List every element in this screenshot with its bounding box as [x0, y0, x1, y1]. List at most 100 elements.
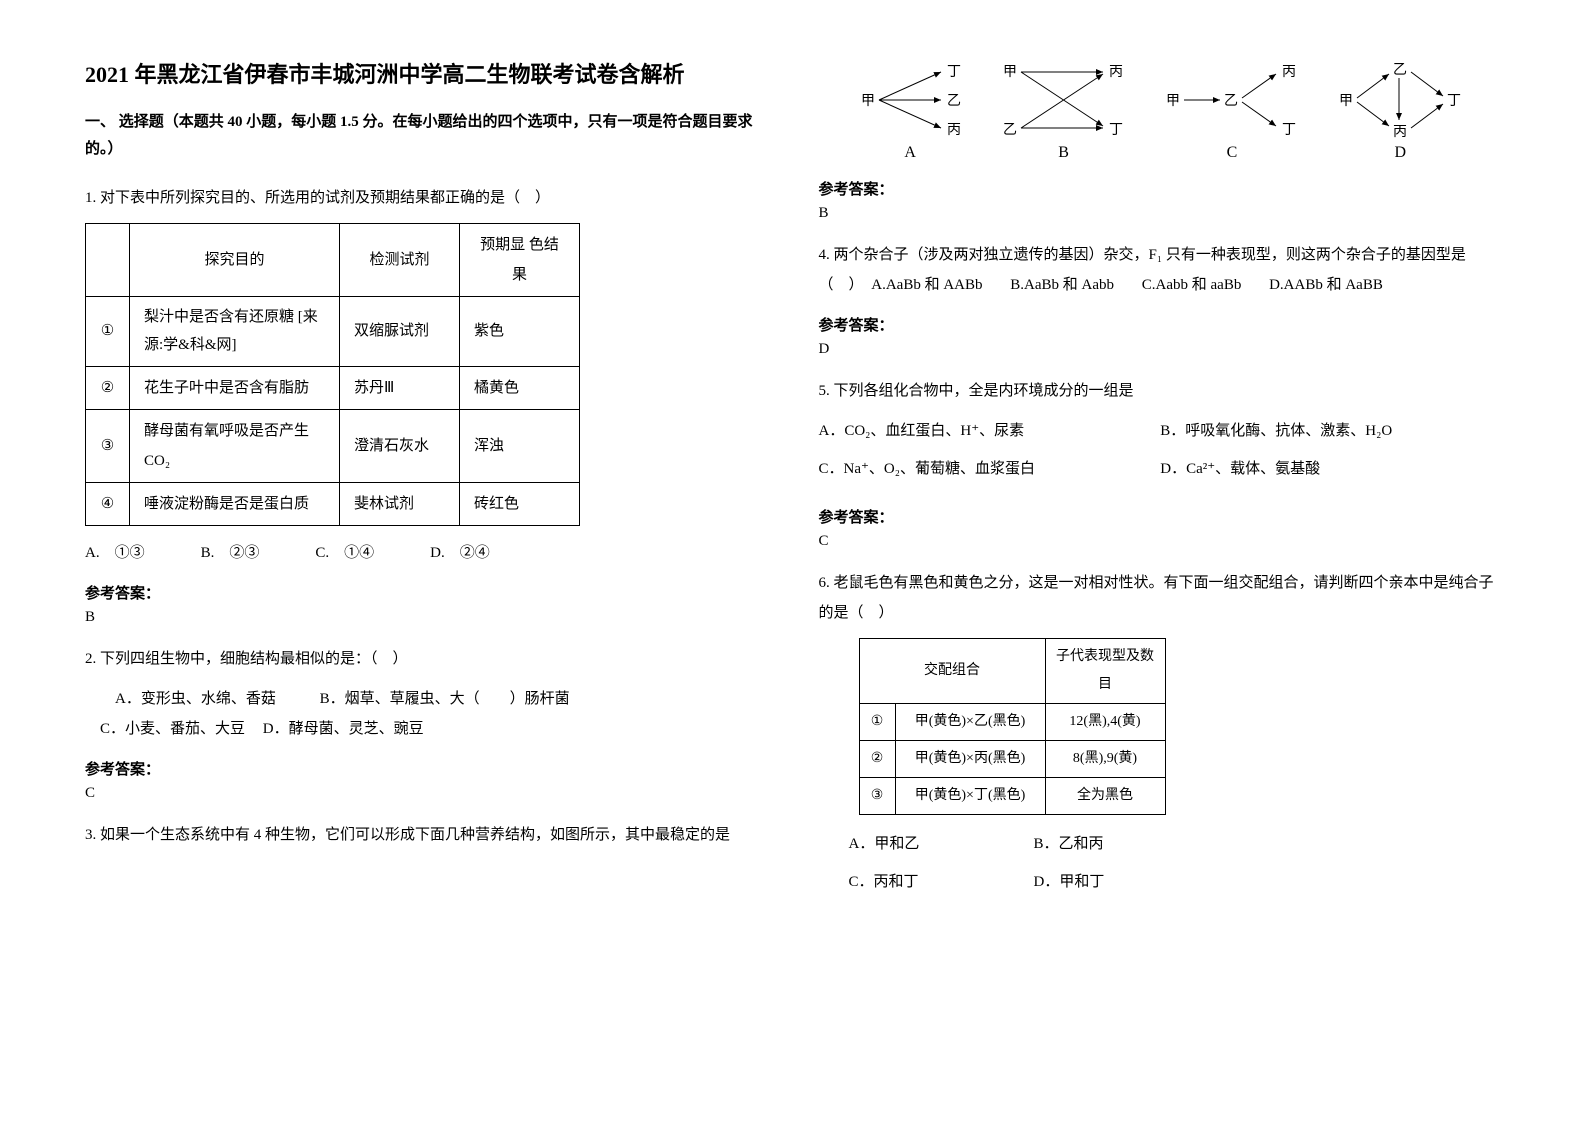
q2-line1: A．变形虫、水绵、香菇 B．烟草、草履虫、大（ ）肠杆菌	[85, 684, 769, 714]
q1-table: 探究目的 检测试剂 预期显 色结果 ① 梨汁中是否含有还原糖 [来源:学&科&网…	[85, 223, 580, 526]
question-4: 4. 两个杂合子（涉及两对独立遗传的基因）杂交，F₁ 只有一种表现型，则这两个杂…	[819, 240, 1503, 300]
label-bing: 丙	[1109, 65, 1123, 80]
q1-r3c2: 斐林试剂	[340, 482, 460, 525]
table-row: ① 梨汁中是否含有还原糖 [来源:学&科&网] 双缩脲试剂 紫色	[86, 296, 580, 366]
label-yi: 乙	[1003, 122, 1017, 138]
question-5: 5. 下列各组化合物中，全是内环境成分的一组是 A．CO₂、血红蛋白、H⁺、尿素…	[819, 376, 1503, 492]
ref-label: 参考答案：	[85, 582, 769, 603]
q4-opt-c: C.Aabb 和 aaBb	[1142, 277, 1242, 293]
q1-opt-d: D. ②④	[430, 538, 490, 568]
q4-answer: D	[819, 341, 1503, 358]
q1-opt-b: B. ②③	[201, 538, 260, 568]
q6-table: 交配组合 子代表现型及数目 ① 甲(黄色)×乙(黑色) 12(黑),4(黄) ②…	[859, 638, 1166, 815]
diagram-a: 甲 丁 乙 丙 A	[855, 60, 965, 162]
q6-r1c1: 甲(黄色)×丙(黑色)	[895, 741, 1045, 778]
left-column: 2021 年黑龙江省伊春市丰城河洲中学高二生物联考试卷含解析 一、 选择题（本题…	[60, 60, 794, 1082]
table-row: ③ 甲(黄色)×丁(黑色) 全为黑色	[859, 778, 1165, 815]
q6-r2c1: 甲(黄色)×丁(黑色)	[895, 778, 1045, 815]
label-yi: 乙	[947, 93, 961, 109]
q6-r0c1: 甲(黄色)×乙(黑色)	[895, 704, 1045, 741]
q6-opt-c: C．丙和丁	[849, 867, 1034, 897]
table-row: ① 甲(黄色)×乙(黑色) 12(黑),4(黄)	[859, 704, 1165, 741]
diagram-d-svg: 甲 乙 丙 丁	[1335, 60, 1465, 140]
table-row: 探究目的 检测试剂 预期显 色结果	[86, 223, 580, 296]
q1-r3c0: ④	[86, 482, 130, 525]
q1-options: A. ①③ B. ②③ C. ①④ D. ②④	[85, 538, 769, 568]
q2-opt-d: D．酵母菌、灵芝、豌豆	[263, 721, 424, 737]
table-row: 交配组合 子代表现型及数目	[859, 639, 1165, 704]
q5-opt-b: B．呼吸氧化酶、抗体、激素、H₂O	[1160, 416, 1502, 446]
q6-r2c2: 全为黑色	[1045, 778, 1165, 815]
label-jia: 甲	[1166, 94, 1180, 109]
q1-r2c0: ③	[86, 409, 130, 482]
q1-h3: 预期显 色结果	[460, 223, 580, 296]
ref-label: 参考答案：	[819, 314, 1503, 335]
q1-h2: 检测试剂	[340, 223, 460, 296]
q1-opt-a: A. ①③	[85, 538, 145, 568]
q1-r0c1: 梨汁中是否含有还原糖 [来源:学&科&网]	[130, 296, 340, 366]
q1-r1c2: 苏丹Ⅲ	[340, 366, 460, 409]
ref-label: 参考答案：	[85, 758, 769, 779]
label-ding: 丁	[1447, 94, 1461, 109]
q2-stem: 2. 下列四组生物中，细胞结构最相似的是：（ ）	[85, 644, 769, 674]
q3-diagrams: 甲 丁 乙 丙 A 甲 乙 丙 丁 B	[839, 60, 1483, 162]
label-yi: 乙	[1393, 62, 1407, 78]
q1-r1c0: ②	[86, 366, 130, 409]
table-row: ③ 酵母菌有氧呼吸是否产生 CO₂ 澄清石灰水 浑浊	[86, 409, 580, 482]
q2-answer: C	[85, 785, 769, 802]
label-jia: 甲	[861, 94, 875, 109]
section-intro: 一、 选择题（本题共 40 小题，每小题 1.5 分。在每小题给出的四个选项中，…	[85, 109, 769, 163]
sublabel-b: B	[1058, 144, 1069, 161]
q5-opt-d: D．Ca²⁺、载体、氨基酸	[1160, 454, 1502, 484]
q1-r3c3: 砖红色	[460, 482, 580, 525]
q5-options: A．CO₂、血红蛋白、H⁺、尿素 B．呼吸氧化酶、抗体、激素、H₂O C．Na⁺…	[819, 416, 1503, 492]
q3-answer: B	[819, 205, 1503, 222]
q1-r0c3: 紫色	[460, 296, 580, 366]
q6-r2c0: ③	[859, 778, 895, 815]
question-3: 3. 如果一个生态系统中有 4 种生物，它们可以形成下面几种营养结构，如图所示，…	[85, 820, 769, 850]
diagram-b-svg: 甲 乙 丙 丁	[999, 60, 1129, 140]
q6-h2: 子代表现型及数目	[1045, 639, 1165, 704]
table-row: ② 甲(黄色)×丙(黑色) 8(黑),9(黄)	[859, 741, 1165, 778]
q1-r0c2: 双缩脲试剂	[340, 296, 460, 366]
q2-opt-c: C．小麦、番茄、大豆	[100, 721, 245, 737]
diagram-d: 甲 乙 丙 丁 D	[1335, 60, 1465, 162]
question-1: 1. 对下表中所列探究目的、所选用的试剂及预期结果都正确的是（ ） 探究目的 检…	[85, 183, 769, 568]
q6-r1c0: ②	[859, 741, 895, 778]
ref-label: 参考答案：	[819, 506, 1503, 527]
q6-stem: 6. 老鼠毛色有黑色和黄色之分，这是一对相对性状。有下面一组交配组合，请判断四个…	[819, 568, 1503, 628]
q6-r0c0: ①	[859, 704, 895, 741]
q6-opt-b: B．乙和丙	[1034, 829, 1219, 859]
label-ding: 丁	[1282, 123, 1296, 138]
q2-line2: C．小麦、番茄、大豆 D．酵母菌、灵芝、豌豆	[85, 714, 769, 744]
q1-r2c1: 酵母菌有氧呼吸是否产生 CO₂	[130, 409, 340, 482]
q2-opt-b: B．烟草、草履虫、大（ ）肠杆菌	[320, 691, 570, 707]
table-row: ② 花生子叶中是否含有脂肪 苏丹Ⅲ 橘黄色	[86, 366, 580, 409]
q4-opt-a: A.AaBb 和 AABb	[871, 277, 982, 293]
q5-opt-a: A．CO₂、血红蛋白、H⁺、尿素	[819, 416, 1161, 446]
q1-r1c1: 花生子叶中是否含有脂肪	[130, 366, 340, 409]
q3-stem: 3. 如果一个生态系统中有 4 种生物，它们可以形成下面几种营养结构，如图所示，…	[85, 820, 769, 850]
q6-opt-a: A．甲和乙	[849, 829, 1034, 859]
page-title: 2021 年黑龙江省伊春市丰城河洲中学高二生物联考试卷含解析	[85, 60, 769, 91]
q1-h1: 探究目的	[130, 223, 340, 296]
q1-answer: B	[85, 609, 769, 626]
q1-opt-c: C. ①④	[315, 538, 374, 568]
q1-r1c3: 橘黄色	[460, 366, 580, 409]
diagram-c: 甲 乙 丙 丁 C	[1162, 60, 1302, 162]
q5-answer: C	[819, 533, 1503, 550]
label-ding: 丁	[1109, 123, 1123, 138]
q4-opt-b: B.AaBb 和 Aabb	[1010, 277, 1114, 293]
q4-opt-d: D.AABb 和 AaBB	[1269, 277, 1383, 293]
question-2: 2. 下列四组生物中，细胞结构最相似的是：（ ） A．变形虫、水绵、香菇 B．烟…	[85, 644, 769, 744]
q1-r3c1: 唾液淀粉酶是否是蛋白质	[130, 482, 340, 525]
label-bing: 丙	[1393, 125, 1407, 140]
diagram-b: 甲 乙 丙 丁 B	[999, 60, 1129, 162]
q1-r2c2: 澄清石灰水	[340, 409, 460, 482]
question-6: 6. 老鼠毛色有黑色和黄色之分，这是一对相对性状。有下面一组交配组合，请判断四个…	[819, 568, 1503, 905]
diagram-a-svg: 甲 丁 乙 丙	[855, 60, 965, 140]
sublabel-c: C	[1227, 144, 1238, 161]
q6-r1c2: 8(黑),9(黄)	[1045, 741, 1165, 778]
q6-r0c2: 12(黑),4(黄)	[1045, 704, 1165, 741]
q1-stem: 1. 对下表中所列探究目的、所选用的试剂及预期结果都正确的是（ ）	[85, 183, 769, 213]
